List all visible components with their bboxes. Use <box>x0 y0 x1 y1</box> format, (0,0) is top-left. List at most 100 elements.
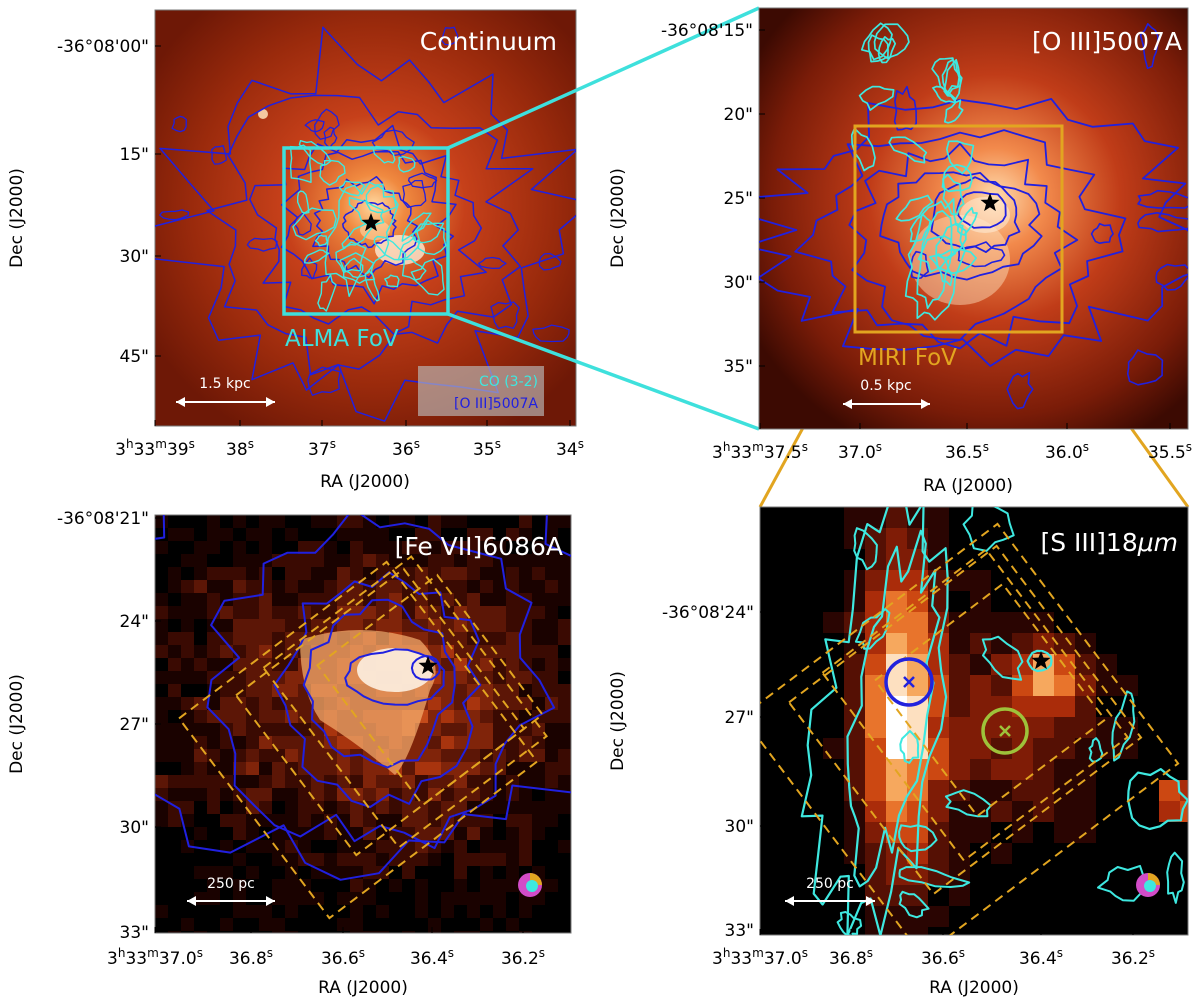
pixel <box>337 567 350 580</box>
pixel <box>376 619 389 632</box>
pixel <box>220 762 233 775</box>
oiii-contours <box>155 26 576 422</box>
pixel <box>233 619 246 632</box>
pixel <box>207 658 220 671</box>
pixel <box>155 541 168 554</box>
pixel <box>480 619 493 632</box>
pixel <box>519 905 532 918</box>
contour-line <box>402 179 427 209</box>
pixel <box>844 822 865 843</box>
pixel <box>194 593 207 606</box>
pixel <box>181 697 194 710</box>
pixel <box>337 801 350 814</box>
y-tick-label: 15" <box>120 145 149 165</box>
pixel <box>233 580 246 593</box>
pixel <box>220 606 233 619</box>
contour-line <box>916 210 953 310</box>
pixel <box>532 658 545 671</box>
pixel <box>467 723 480 736</box>
pixel <box>233 853 246 866</box>
pixel <box>441 580 454 593</box>
pixel <box>285 801 298 814</box>
oiii-contours <box>155 515 571 881</box>
pixel <box>363 567 376 580</box>
pixel <box>337 814 350 827</box>
pixel <box>454 567 467 580</box>
pixel <box>480 710 493 723</box>
pixel <box>480 788 493 801</box>
pixel <box>376 528 389 541</box>
pixel <box>194 710 207 723</box>
pixel <box>376 554 389 567</box>
pixel <box>155 671 168 684</box>
pixel <box>886 570 907 591</box>
pixel <box>350 528 363 541</box>
contour-line <box>846 529 941 888</box>
pixel <box>363 606 376 619</box>
pixel <box>970 654 991 675</box>
pixel <box>428 554 441 567</box>
pixel <box>1054 801 1075 822</box>
pixel <box>168 736 181 749</box>
pixel <box>532 541 545 554</box>
pixel <box>402 619 415 632</box>
pixel <box>376 866 389 879</box>
pixel <box>949 759 970 780</box>
pixel <box>441 541 454 554</box>
contour-line <box>898 824 938 853</box>
pixel <box>285 567 298 580</box>
legend-box <box>418 366 544 416</box>
pixel <box>506 866 519 879</box>
pixel <box>376 840 389 853</box>
y-tick-label: 30" <box>120 818 149 838</box>
pixel <box>246 788 259 801</box>
pixel <box>558 515 571 528</box>
pixel <box>389 840 402 853</box>
pixel <box>949 822 970 843</box>
y-ticks: -36°08'15" 20" 25" 30" 35" <box>661 21 765 377</box>
agn-star-marker <box>980 193 1000 212</box>
contour-line <box>935 253 953 287</box>
contour-line <box>1006 371 1034 410</box>
scale-bar: 1.5 kpc <box>176 376 275 407</box>
pixel <box>480 684 493 697</box>
pixel <box>272 749 285 762</box>
pixel <box>259 567 272 580</box>
panel-title: Continuum <box>420 27 557 56</box>
pixel <box>259 645 272 658</box>
pixel <box>545 671 558 684</box>
pixel <box>298 775 311 788</box>
pixel <box>991 675 1012 696</box>
pixel <box>545 515 558 528</box>
pixel <box>272 710 285 723</box>
pixel <box>259 593 272 606</box>
pixel <box>558 749 571 762</box>
contour-line <box>943 99 964 124</box>
pixel <box>389 788 402 801</box>
pixel <box>194 775 207 788</box>
pixel <box>907 885 928 906</box>
contour-line <box>893 85 917 131</box>
pixel <box>311 515 324 528</box>
x-tick-label: 37s <box>308 437 336 460</box>
dashed-apertures <box>760 522 1180 935</box>
contour-line <box>935 223 967 259</box>
pixel <box>376 853 389 866</box>
pixel <box>233 671 246 684</box>
title-main: [S III]18 <box>1040 528 1137 557</box>
pixel <box>285 866 298 879</box>
pixel <box>233 515 246 528</box>
pixel <box>233 567 246 580</box>
pixel <box>363 593 376 606</box>
miri-fov-label: MIRI FoV <box>858 345 957 371</box>
pixel <box>454 515 467 528</box>
pixel <box>886 549 907 570</box>
pixel <box>363 840 376 853</box>
pixel <box>181 840 194 853</box>
pixel <box>545 736 558 749</box>
contour-line <box>206 515 556 850</box>
y-tick-label: 20" <box>724 105 753 125</box>
pixel <box>376 606 389 619</box>
pixel <box>428 749 441 762</box>
contour-line <box>945 140 975 175</box>
